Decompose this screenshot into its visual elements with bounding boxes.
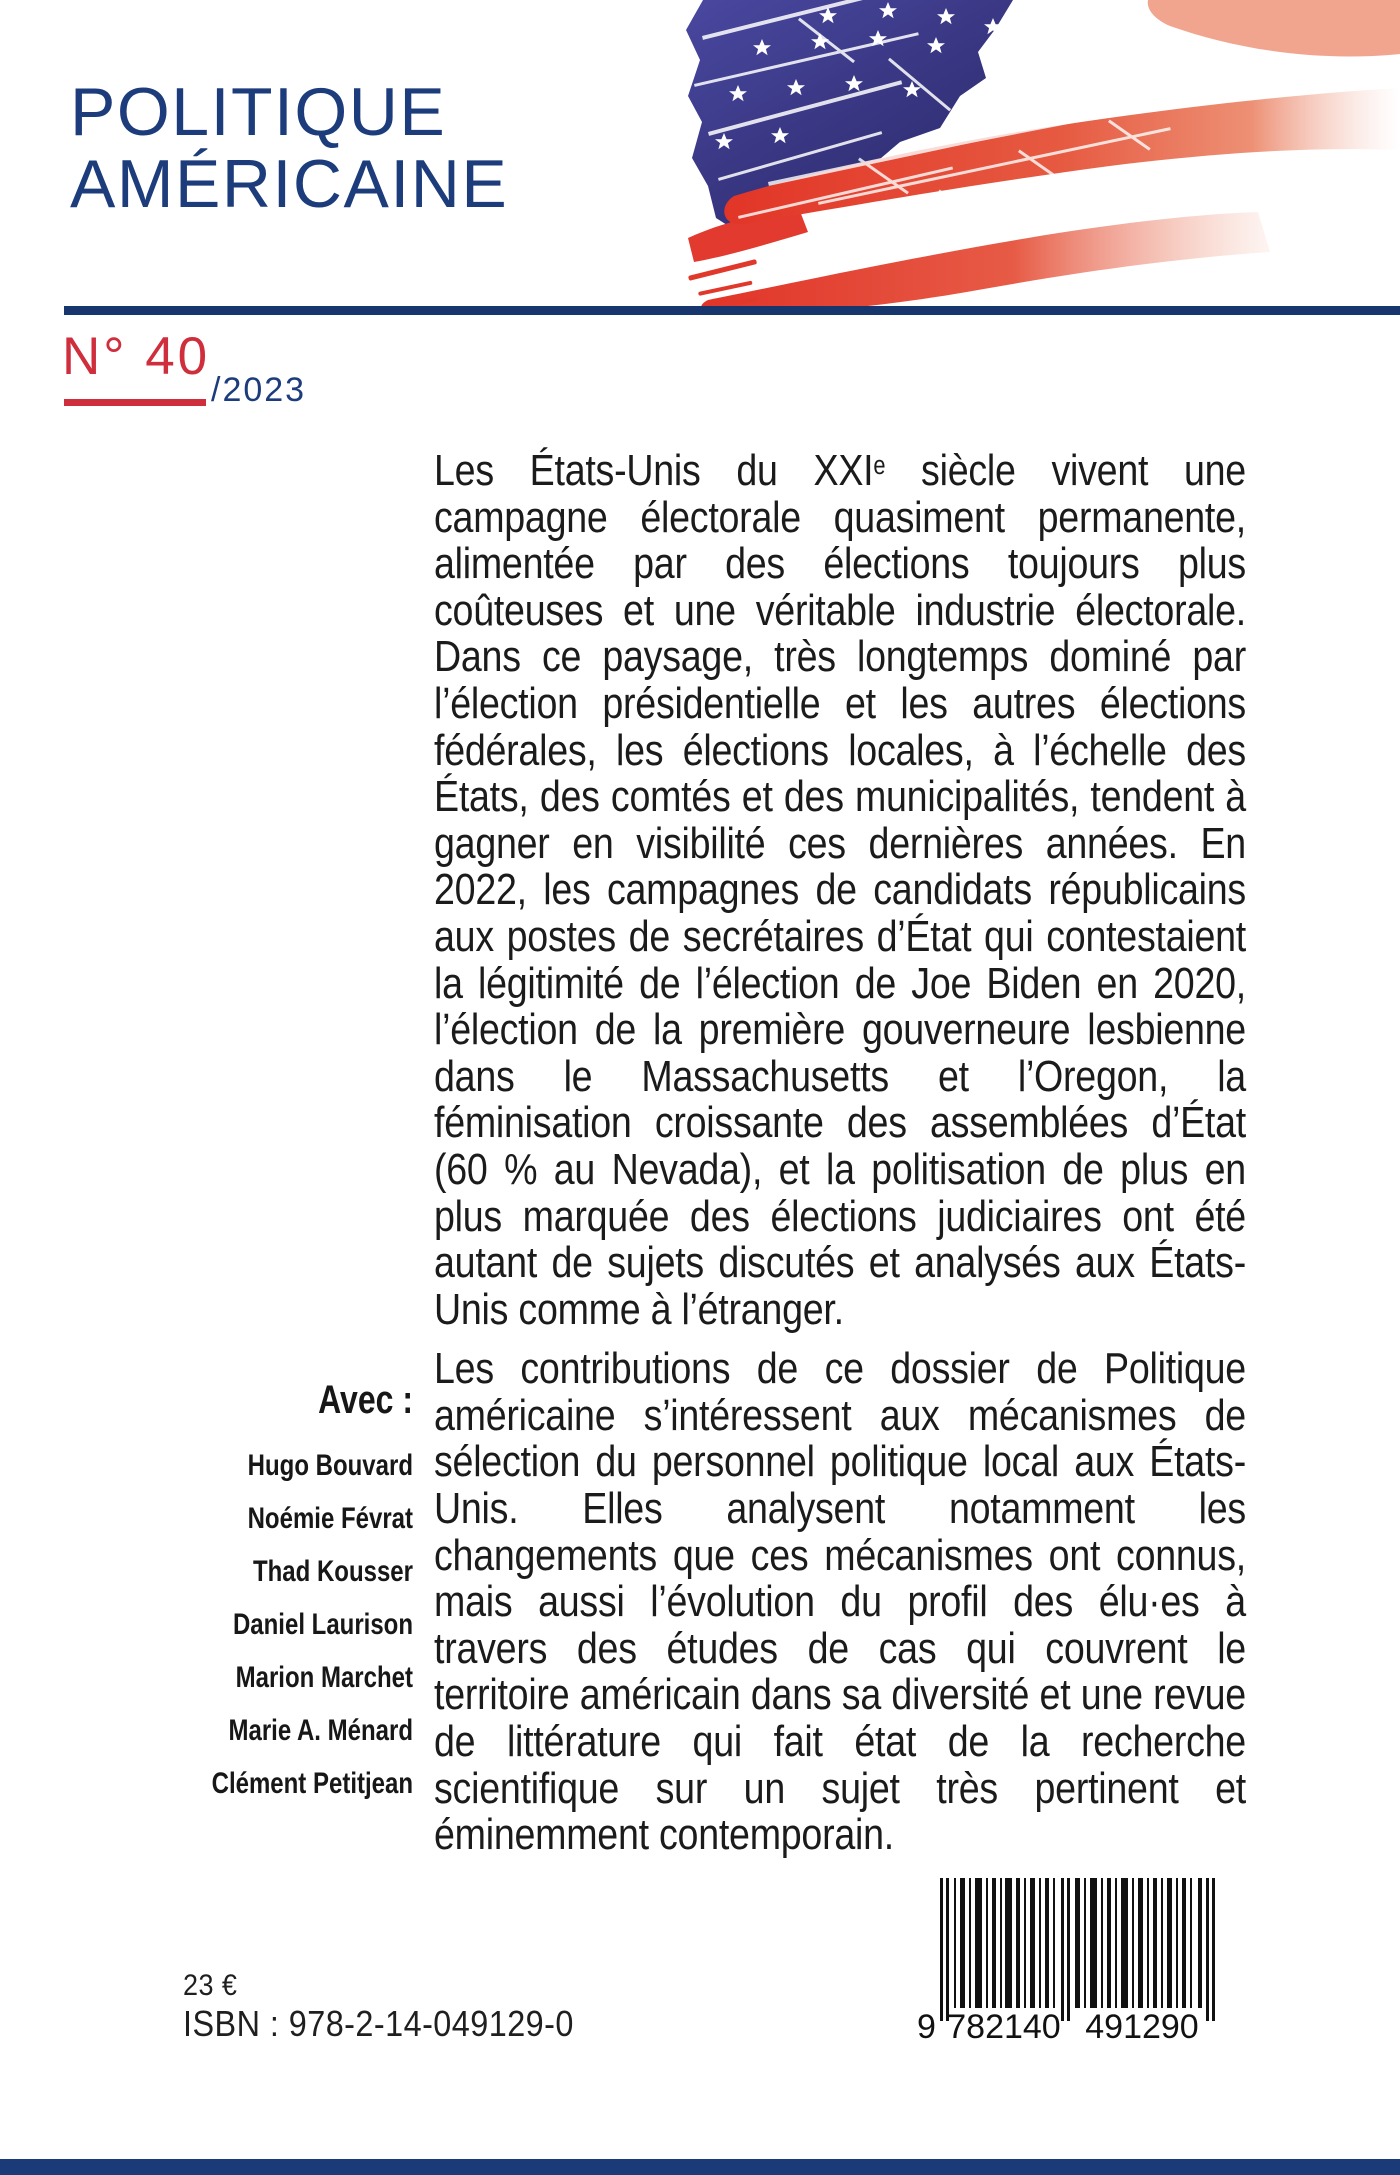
paragraph-2: Les contributions de ce dossier de Polit… <box>434 1344 1246 1860</box>
contributors-label: Avec : <box>318 1378 413 1422</box>
ean-barcode: 9 782140 491290 <box>917 1878 1215 2044</box>
century-superscript: e <box>873 451 886 480</box>
sale-info: 23 € ISBN : 978-2-14-049129-0 <box>183 1968 617 2044</box>
barcode-group1: 782140 <box>947 2008 1060 2044</box>
contributor-name: Clément Petitjean <box>211 1767 413 1800</box>
journal-title-line2: AMÉRICAINE <box>70 146 509 222</box>
flag-canton <box>686 0 1013 232</box>
footer-bar <box>0 2159 1400 2175</box>
journal-title-line1: POLITIQUE <box>70 74 447 150</box>
contributor-name: Marie A. Ménard <box>228 1714 413 1747</box>
journal-title: POLITIQUE AMÉRICAINE <box>70 76 508 220</box>
flag-stripe-upper <box>724 88 1400 225</box>
barcode-bars <box>940 1878 1215 2021</box>
contributor-name: Hugo Bouvard <box>247 1449 413 1482</box>
paragraph-1-rest: siècle vivent une campagne électorale qu… <box>434 446 1246 1334</box>
us-flag-artwork <box>686 0 1400 315</box>
issue-year: /2023 <box>211 371 307 409</box>
back-cover-text: Les États-Unis du XXIe siècle vivent une… <box>434 446 1246 1872</box>
contributor-name: Marion Marchet <box>235 1661 413 1694</box>
barcode-digit-lead: 9 <box>917 2008 936 2044</box>
issue-number: N° 40 <box>62 327 211 386</box>
isbn: ISBN : 978-2-14-049129-0 <box>183 2003 574 2044</box>
contributor-name: Daniel Laurison <box>232 1608 413 1641</box>
flag-stripe-lower <box>701 212 1270 315</box>
issue-number-underline <box>64 399 206 406</box>
contributor-name: Thad Kousser <box>252 1555 413 1588</box>
header-rule <box>64 306 1400 315</box>
barcode-group2: 491290 <box>1085 2008 1198 2044</box>
paragraph-1: Les États-Unis du XXIe siècle vivent une… <box>434 446 1246 1334</box>
contributor-name: Noémie Févrat <box>247 1502 413 1535</box>
price: 23 € <box>183 1969 238 2002</box>
contributors: Avec : Hugo Bouvard Noémie Févrat Thad K… <box>0 1378 413 1810</box>
paragraph-1-start: Les États-Unis du XXI <box>434 446 874 495</box>
